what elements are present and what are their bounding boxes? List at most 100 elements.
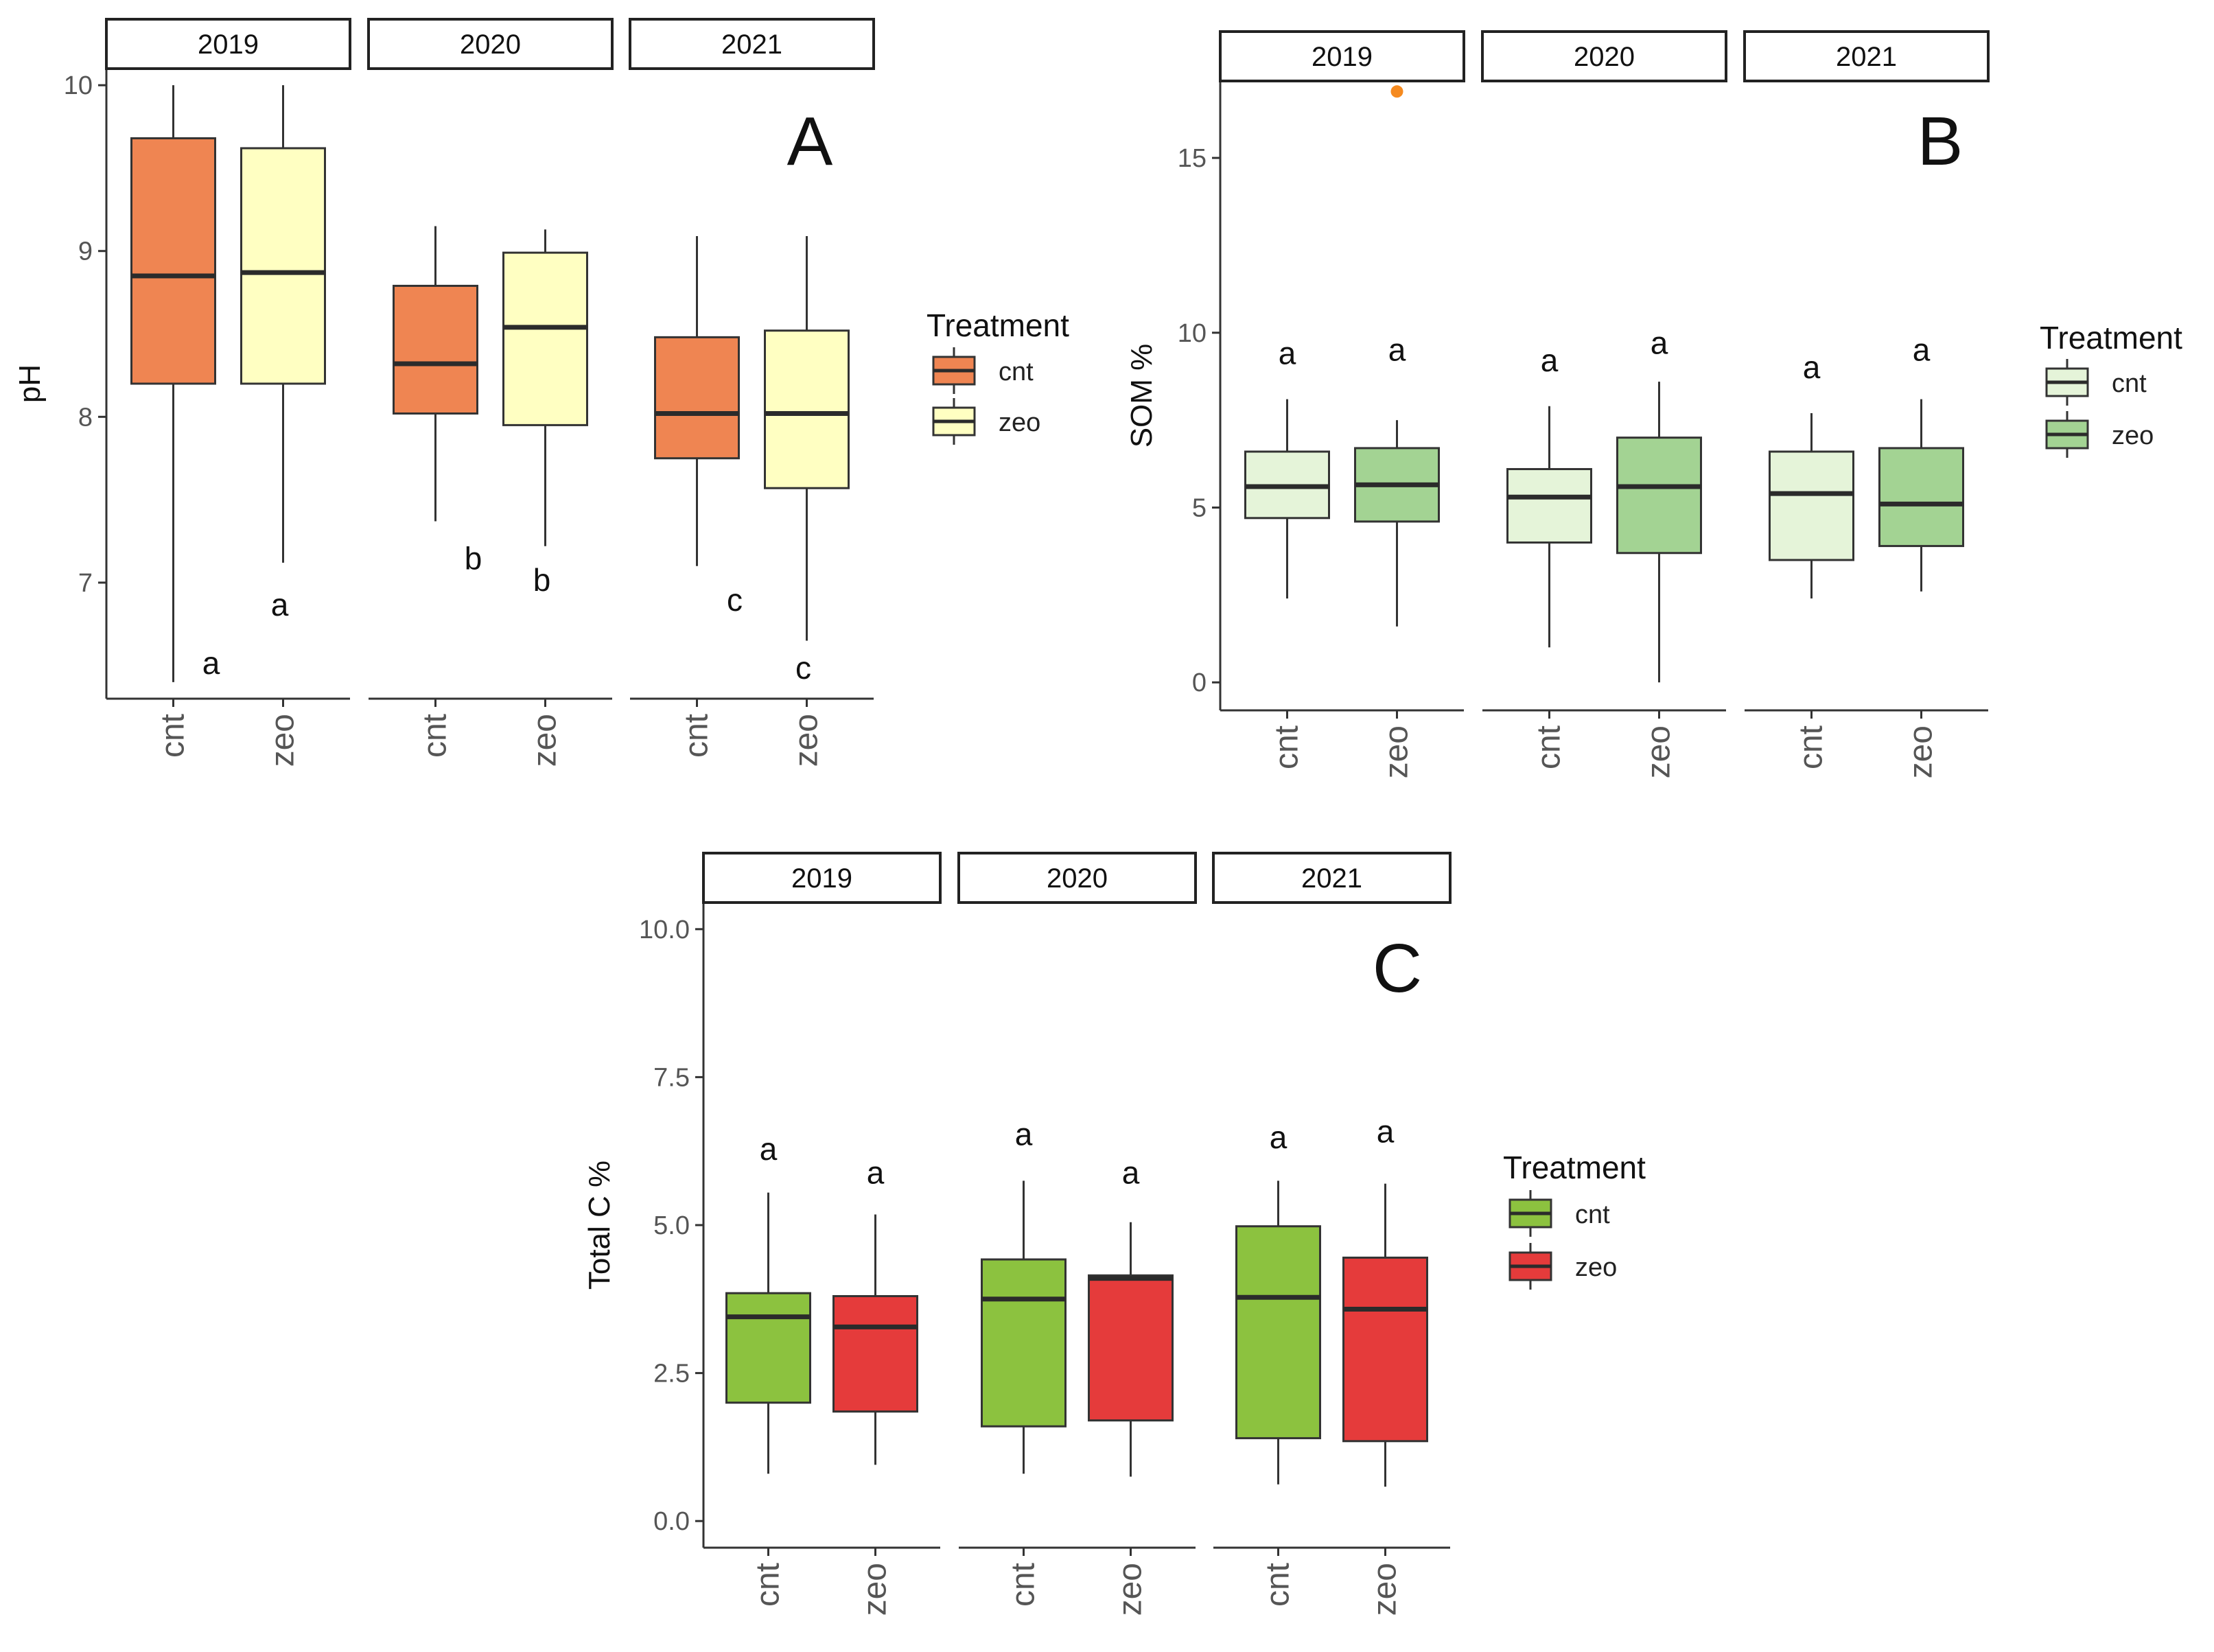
panel-label: C	[1373, 930, 1422, 1007]
legend-entry-label: cnt	[1575, 1200, 1610, 1229]
significance-label: a	[867, 1155, 885, 1191]
x-tick-label: zeo	[857, 1563, 894, 1616]
facet-strip	[957, 852, 1197, 904]
facet-strip-label: 2020	[1574, 42, 1635, 72]
facet-strip-label: 2020	[460, 30, 521, 60]
box-2020-cnt: b	[393, 226, 482, 577]
facet-strip	[1219, 30, 1465, 82]
legend-title: Treatment	[2040, 320, 2182, 356]
box-body	[393, 284, 478, 415]
y-axis-title: SOM %	[1125, 344, 1158, 448]
significance-label: c	[727, 582, 743, 618]
facet-strip-label: 2021	[1836, 42, 1897, 72]
box-body	[764, 329, 850, 489]
x-tick-label: cnt	[679, 714, 715, 758]
x-tick-label: cnt	[1005, 1563, 1042, 1607]
x-tick-label: zeo	[1379, 725, 1415, 778]
x-tick-label: zeo	[1367, 1563, 1403, 1616]
box-2021-zeo: a	[1342, 1113, 1428, 1487]
box-2019-cnt: a	[1244, 336, 1330, 598]
y-tick-label: 10	[1178, 319, 1207, 348]
x-tick-label: zeo	[265, 714, 301, 767]
box-2020-zeo: a	[1088, 1155, 1174, 1477]
significance-label: b	[533, 562, 551, 598]
y-tick-label: 7	[78, 569, 93, 598]
y-tick-label: 8	[78, 403, 93, 432]
legend-entry-label: zeo	[999, 408, 1040, 437]
box-body	[832, 1294, 918, 1413]
panel-B: 0 5 10 15 SOM % 2019 cnt zeo 2020 cnt zeo 2021 cnt ze…	[1125, 30, 2182, 778]
facet-strip	[1212, 852, 1452, 904]
box-body	[240, 147, 326, 385]
panel-C: 0.0 2.5 5.0 7.5 10.0 Total C % 2019 cnt zeo 2020 c…	[583, 852, 1646, 1616]
y-tick-label: 15	[1178, 144, 1207, 173]
significance-label: a	[271, 587, 289, 623]
box-body	[1878, 447, 1964, 548]
legend: Treatment cnt zeo	[2040, 320, 2182, 458]
y-tick-label: 5	[1192, 494, 1207, 523]
legend-entry-label: cnt	[2112, 369, 2147, 398]
facet-strip-label: 2021	[1301, 863, 1362, 894]
facet-strip	[702, 852, 942, 904]
facet-strip-label: 2019	[791, 863, 852, 894]
significance-label: a	[1541, 342, 1559, 378]
panel-A: 7 8 9 10 pH 2019 cnt zeo 2020 cnt zeo 2021 cnt zeo a a b…	[13, 18, 1069, 767]
box-2019-zeo: a	[240, 85, 326, 623]
box-2020-cnt: a	[981, 1117, 1067, 1474]
box-2021-cnt: a	[1769, 349, 1854, 598]
box-2019-zeo: a	[832, 1155, 918, 1465]
facet-strip-label: 2020	[1047, 863, 1108, 894]
box-body	[1506, 467, 1592, 544]
y-tick-label: 7.5	[653, 1063, 690, 1092]
facet-strip	[105, 18, 351, 70]
significance-label: c	[795, 650, 811, 686]
x-tick-label: cnt	[417, 714, 454, 758]
x-tick-label: zeo	[527, 714, 563, 767]
facet-strip-label: 2019	[1312, 42, 1373, 72]
x-tick-label: cnt	[750, 1563, 786, 1607]
x-tick-label: cnt	[1793, 725, 1830, 769]
significance-label: a	[1651, 325, 1668, 360]
box-body	[1616, 437, 1702, 555]
box-body	[1769, 450, 1854, 561]
legend: Treatment cnt zeo	[1503, 1150, 1646, 1290]
panel-label: B	[1918, 103, 1964, 180]
box-body	[725, 1292, 811, 1404]
legend-title: Treatment	[1503, 1150, 1646, 1185]
significance-label: a	[1122, 1155, 1140, 1191]
significance-label: a	[1388, 332, 1406, 368]
y-tick-label: 0	[1192, 668, 1207, 697]
box-2019-cnt: a	[725, 1131, 811, 1474]
significance-label: a	[1270, 1119, 1287, 1155]
significance-label: a	[1377, 1113, 1395, 1149]
significance-label: b	[465, 541, 482, 577]
box-2020-zeo: a	[1616, 325, 1702, 683]
box-body	[1235, 1225, 1321, 1439]
x-tick-label: cnt	[155, 714, 191, 758]
box-2021-cnt: a	[1235, 1119, 1321, 1485]
y-tick-label: 0.0	[653, 1507, 690, 1536]
y-axis-title: Total C %	[583, 1161, 616, 1290]
facet-strip	[367, 18, 614, 70]
significance-label: a	[1015, 1117, 1033, 1152]
legend-entry-label: cnt	[999, 358, 1034, 386]
y-tick-label: 2.5	[653, 1360, 690, 1388]
x-tick-label: cnt	[1269, 725, 1305, 769]
significance-label: a	[760, 1131, 778, 1167]
x-tick-label: zeo	[789, 714, 825, 767]
y-tick-label: 9	[78, 237, 93, 266]
facet-strip	[1481, 30, 1727, 82]
y-axis-title: pH	[13, 364, 47, 403]
box-2021-zeo: c	[764, 235, 850, 686]
legend-entry-label: zeo	[2112, 421, 2154, 450]
significance-label: a	[1803, 349, 1821, 385]
box-2019-cnt: a	[130, 85, 220, 682]
significance-label: a	[1913, 332, 1931, 368]
y-tick-label: 10	[64, 71, 93, 100]
x-tick-label: cnt	[1531, 725, 1568, 769]
facet-strip-label: 2019	[198, 30, 259, 60]
box-body	[1088, 1274, 1174, 1422]
box-2020-zeo: b	[502, 229, 588, 598]
box-body	[130, 137, 216, 385]
